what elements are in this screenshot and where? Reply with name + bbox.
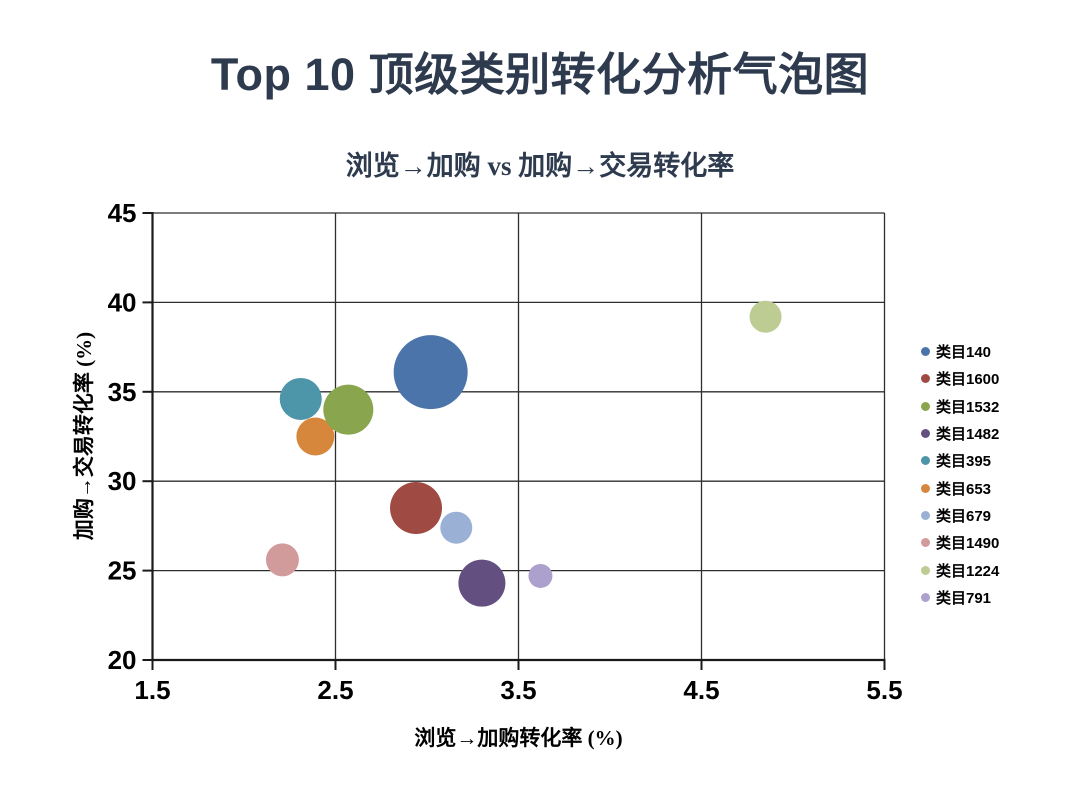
bubble-类目791	[528, 563, 553, 588]
bubble-类目653	[296, 417, 335, 456]
y-tick-label: 20	[108, 645, 137, 675]
legend-item: 类目1482	[921, 420, 999, 447]
legend-label: 类目1482	[936, 426, 1000, 444]
legend-label: 类目653	[936, 480, 992, 498]
legend-item: 类目395	[921, 447, 999, 474]
legend-label: 类目1600	[936, 371, 1000, 389]
bubble-类目1482	[458, 559, 506, 607]
legend-swatch-icon	[921, 374, 930, 384]
legend-item: 类目679	[921, 502, 999, 529]
legend-label: 类目395	[936, 453, 992, 471]
legend-item: 类目1532	[921, 393, 999, 420]
bubble-类目395	[279, 377, 322, 420]
x-tick-label: 2.5	[317, 675, 353, 705]
x-tick-label: 3.5	[500, 675, 536, 705]
legend-item: 类目1224	[921, 556, 999, 583]
y-tick-label: 40	[108, 287, 137, 317]
bubble-类目1532	[323, 384, 374, 435]
y-tick-label: 45	[108, 198, 137, 228]
legend-swatch-icon	[921, 456, 930, 466]
legend-swatch-icon	[921, 429, 930, 439]
x-tick-label: 4.5	[683, 675, 719, 705]
bubble-类目1600	[390, 482, 443, 535]
legend-label: 类目1224	[936, 562, 1000, 580]
legend-swatch-icon	[921, 538, 930, 548]
x-tick-label: 1.5	[134, 675, 170, 705]
chart-title: Top 10 顶级类别转化分析气泡图	[210, 49, 870, 100]
x-tick-label: 5.5	[866, 675, 902, 705]
legend-swatch-icon	[921, 565, 930, 575]
legend-label: 类目1490	[936, 535, 1000, 553]
x-axis-title: 浏览→加购转化率 (%)	[414, 726, 623, 750]
legend-swatch-icon	[921, 483, 930, 493]
legend-swatch-icon	[921, 510, 930, 520]
y-tick-label: 25	[108, 556, 137, 586]
legend-swatch-icon	[921, 347, 930, 357]
legend-label: 类目679	[936, 507, 992, 525]
bubble-类目140	[393, 335, 468, 410]
y-tick-label: 30	[108, 466, 137, 496]
y-axis-title: 加购→交易转化率 (%)	[72, 331, 96, 541]
legend-label: 类目791	[936, 589, 992, 607]
chart-subtitle: 浏览→加购 vs 加购→交易转化率	[345, 151, 735, 181]
legend-item: 类目140	[921, 338, 999, 365]
bubble-类目1490	[265, 543, 299, 577]
legend-item: 类目653	[921, 474, 999, 501]
legend-label: 类目1532	[936, 398, 1000, 416]
legend-item: 类目791	[921, 584, 999, 611]
legend-item: 类目1600	[921, 365, 999, 392]
legend-label: 类目140	[936, 344, 992, 362]
legend-item: 类目1490	[921, 529, 999, 556]
bubble-类目679	[440, 511, 473, 544]
legend-swatch-icon	[921, 592, 930, 602]
legend: 类目140 类目1600 类目1532 类目1482 类目395 类目653 类目679 类目…	[921, 338, 999, 611]
y-tick-label: 35	[108, 377, 137, 407]
legend-swatch-icon	[921, 401, 930, 411]
bubble-类目1224	[749, 300, 782, 333]
